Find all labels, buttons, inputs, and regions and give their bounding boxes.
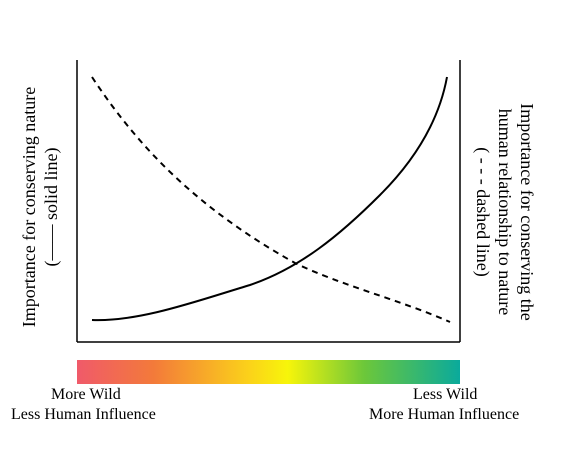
right-axis-label-line-3: ( - - - dashed line) xyxy=(473,147,493,277)
label-more-human-influence: More Human Influence xyxy=(369,406,520,423)
wildness-gradient-bar xyxy=(77,360,460,384)
label-more-wild: More Wild xyxy=(51,386,121,403)
right-axis-label-line-2: human relationship to nature xyxy=(495,108,515,316)
dashed-curve-relationship xyxy=(91,76,451,323)
left-axis-label-line-2: (—— solid line) xyxy=(41,147,61,267)
right-axis-label-line-1: Importance for conserving the xyxy=(517,103,537,321)
label-less-human-influence: Less Human Influence xyxy=(11,406,156,423)
solid-curve-nature xyxy=(91,76,448,322)
label-less-wild: Less Wild xyxy=(413,386,478,403)
left-axis-label-line-1: Importance for conserving nature xyxy=(19,86,39,328)
